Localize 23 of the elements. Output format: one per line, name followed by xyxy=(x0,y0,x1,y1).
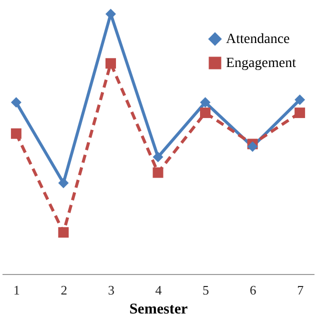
point xyxy=(10,128,22,139)
x-tick-label: 5 xyxy=(202,282,210,298)
legend-label: Engagement xyxy=(226,56,296,71)
point xyxy=(105,58,116,69)
point xyxy=(58,227,69,238)
point xyxy=(10,97,22,108)
point xyxy=(294,94,306,106)
x-tick-label: 3 xyxy=(108,282,114,298)
point xyxy=(152,167,164,178)
point xyxy=(200,97,211,108)
x-tick-label: 4 xyxy=(155,282,162,298)
point xyxy=(58,178,69,188)
x-tick-label: 1 xyxy=(13,282,20,298)
point xyxy=(105,8,116,20)
point xyxy=(152,152,164,162)
x-tick-label: 6 xyxy=(250,282,257,298)
point xyxy=(247,141,258,152)
legend-label: Attendance xyxy=(226,32,290,47)
x-tick-label: 7 xyxy=(297,282,304,298)
point xyxy=(294,108,306,118)
point xyxy=(200,108,211,118)
x-axis-title: Semester xyxy=(129,302,188,318)
x-tick-label: 2 xyxy=(60,282,68,298)
